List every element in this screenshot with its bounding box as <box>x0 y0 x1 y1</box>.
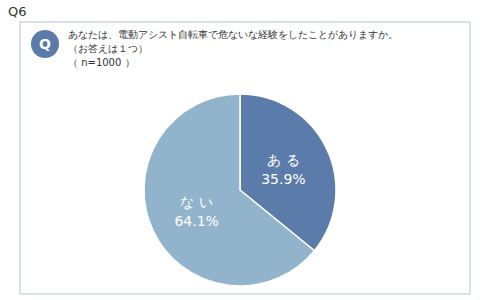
question-text: あなたは、電動アシスト自転車で危ないな経験をしたことがありますか。 <box>68 29 398 40</box>
pie-slice <box>144 94 314 286</box>
badge-label: Q <box>39 36 51 52</box>
slice-labels: あ る 35.9% な い 64.1% <box>174 152 305 228</box>
chart-container: Q6 Q あなたは、電動アシスト自転車で危ないな経験をしたことがありますか。 （お答え… <box>0 0 480 300</box>
frame <box>20 22 470 294</box>
slice-category: あ る <box>267 152 299 168</box>
title: Q6 <box>8 4 27 19</box>
data-label: 64.1% <box>174 213 218 229</box>
question-text: （お答えは１つ） <box>68 43 148 54</box>
slice-category: な い <box>180 194 212 210</box>
data-label: 35.9% <box>261 171 305 187</box>
chart-svg: Q6 Q あなたは、電動アシスト自転車で危ないな経験をしたことがありますか。 （お答え… <box>0 0 480 300</box>
question-text: （ n=1000 ） <box>68 57 135 68</box>
badge <box>31 30 59 58</box>
pie <box>144 94 336 286</box>
